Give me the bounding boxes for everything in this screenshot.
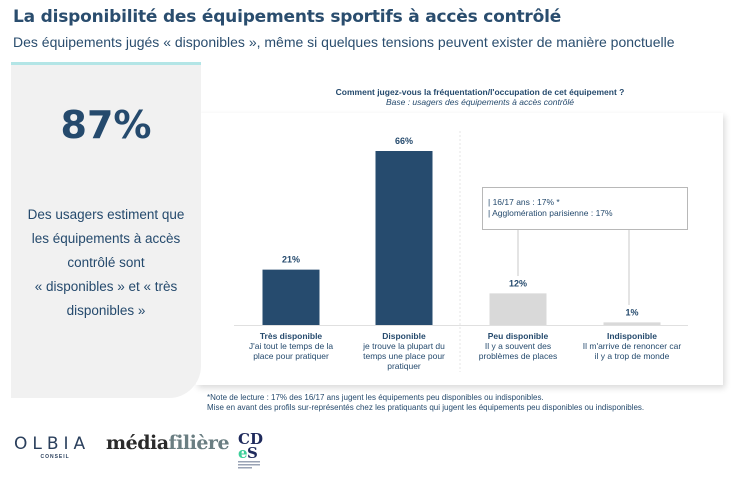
mediafiliere-logo-part2: filière bbox=[168, 432, 230, 454]
category-description: je trouve la plupart du bbox=[363, 341, 445, 351]
bar bbox=[603, 322, 661, 325]
category-description: Il m'arrive de renoncer car bbox=[582, 341, 682, 351]
category-name: Indisponible bbox=[606, 331, 658, 341]
bar-value-label: 21% bbox=[282, 255, 300, 265]
chart-subtitle: Base : usagers des équipements à accès c… bbox=[385, 97, 575, 107]
key-stat-line: disponibles » bbox=[66, 303, 146, 318]
category-name: Très disponible bbox=[259, 331, 323, 341]
key-stat-panel: 87% Des usagers estiment que les équipem… bbox=[11, 62, 201, 398]
bar bbox=[262, 269, 320, 325]
footnote-line-1: *Note de lecture : 17% des 16/17 ans jug… bbox=[207, 393, 544, 402]
key-stat-line: les équipements à accès bbox=[31, 231, 181, 246]
page-subtitle: Des équipements jugés « disponibles », m… bbox=[13, 34, 675, 50]
chart-title: Comment jugez-vous la fréquentation/l'oc… bbox=[335, 87, 625, 97]
svg-text:e: e bbox=[238, 444, 248, 462]
category-description: temps une place pour bbox=[363, 351, 445, 361]
category-description: pratiquer bbox=[387, 361, 421, 371]
category-name: Disponible bbox=[382, 331, 426, 341]
category-description: J'ai tout le temps de la bbox=[248, 341, 334, 351]
svg-text:S: S bbox=[247, 444, 258, 462]
category-description: problèmes de places bbox=[478, 351, 558, 361]
profile-callout: | 16/17 ans : 17% * | Agglomération pari… bbox=[482, 187, 688, 230]
callout-line: | 16/17 ans : 17% * bbox=[488, 197, 560, 207]
olbia-logo-main: OLBIA bbox=[14, 434, 91, 454]
bar bbox=[375, 151, 433, 325]
olbia-logo: OLBIA CONSEIL bbox=[14, 434, 90, 460]
key-stat-line: contrôlé sont bbox=[67, 255, 145, 270]
category-name: Peu disponible bbox=[487, 331, 549, 341]
bar bbox=[489, 293, 547, 325]
category-label: Disponible je trouve la plupart du temps u… bbox=[344, 331, 464, 371]
key-stat-line: Des usagers estiment que bbox=[27, 207, 185, 222]
bar-value-label: 1% bbox=[625, 307, 638, 317]
category-label: Très disponible J'ai tout le temps de la p… bbox=[231, 331, 351, 361]
bar-value-label: 12% bbox=[509, 278, 527, 288]
key-stat-description: Des usagers estiment que les équipements… bbox=[19, 203, 193, 323]
footnote-line-2: Mise en avant des profils sur-représenté… bbox=[207, 403, 645, 412]
category-description: place pour pratiquer bbox=[253, 351, 329, 361]
category-label: Indisponible Il m'arrive de renoncer car i… bbox=[572, 331, 692, 361]
page-title: La disponibilité des équipements sportif… bbox=[13, 7, 562, 27]
callout-line: | Agglomération parisienne : 17% bbox=[488, 208, 613, 218]
mediafiliere-logo: médiafilière bbox=[106, 432, 230, 454]
svg-text:CD: CD bbox=[238, 430, 263, 448]
footnote: *Note de lecture : 17% des 16/17 ans jug… bbox=[207, 393, 644, 413]
category-description: il y a trop de monde bbox=[594, 351, 670, 361]
category-description: Il y a souvent des bbox=[484, 341, 552, 351]
key-stat-line: « disponibles » et « très bbox=[34, 279, 178, 294]
bar-value-label: 66% bbox=[395, 136, 413, 146]
category-label: Peu disponible Il y a souvent des problème… bbox=[458, 331, 578, 361]
olbia-logo-sub: CONSEIL bbox=[40, 454, 70, 460]
key-stat-value: 87% bbox=[60, 103, 152, 147]
cdes-logo-icon: CD e S bbox=[238, 430, 263, 469]
mediafiliere-logo-part1: média bbox=[106, 432, 169, 454]
